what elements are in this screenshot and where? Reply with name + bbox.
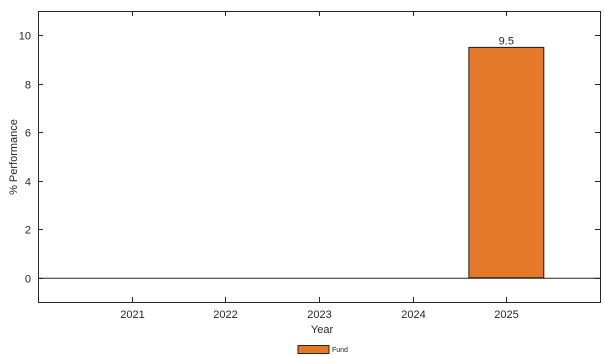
legend-label-fund: Fund <box>332 347 348 354</box>
x-axis: 2021 2022 2023 2024 2025 <box>120 11 519 321</box>
x-tick-label: 2022 <box>213 309 237 321</box>
legend: Fund <box>297 345 348 354</box>
x-tick-label: 2021 <box>120 309 144 321</box>
y-tick-label: 10 <box>19 31 31 43</box>
x-tick-label: 2024 <box>401 309 425 321</box>
y-axis-label: % Performance <box>8 119 20 195</box>
data-label-2025: 9.5 <box>499 35 514 47</box>
y-tick-label: 8 <box>25 80 31 92</box>
y-axis: 0 2 4 6 8 10 <box>19 31 600 286</box>
x-tick-label: 2023 <box>307 309 331 321</box>
bar-2025 <box>468 46 545 279</box>
x-axis-label: Year <box>311 324 334 336</box>
bars-layer: 9.5 <box>468 35 545 279</box>
legend-swatch-fund <box>297 345 330 354</box>
y-tick-label: 2 <box>25 225 31 237</box>
x-tick-label: 2025 <box>494 309 518 321</box>
y-tick-label: 0 <box>25 274 31 286</box>
y-tick-label: 4 <box>25 177 31 189</box>
y-tick-label: 6 <box>25 128 31 140</box>
